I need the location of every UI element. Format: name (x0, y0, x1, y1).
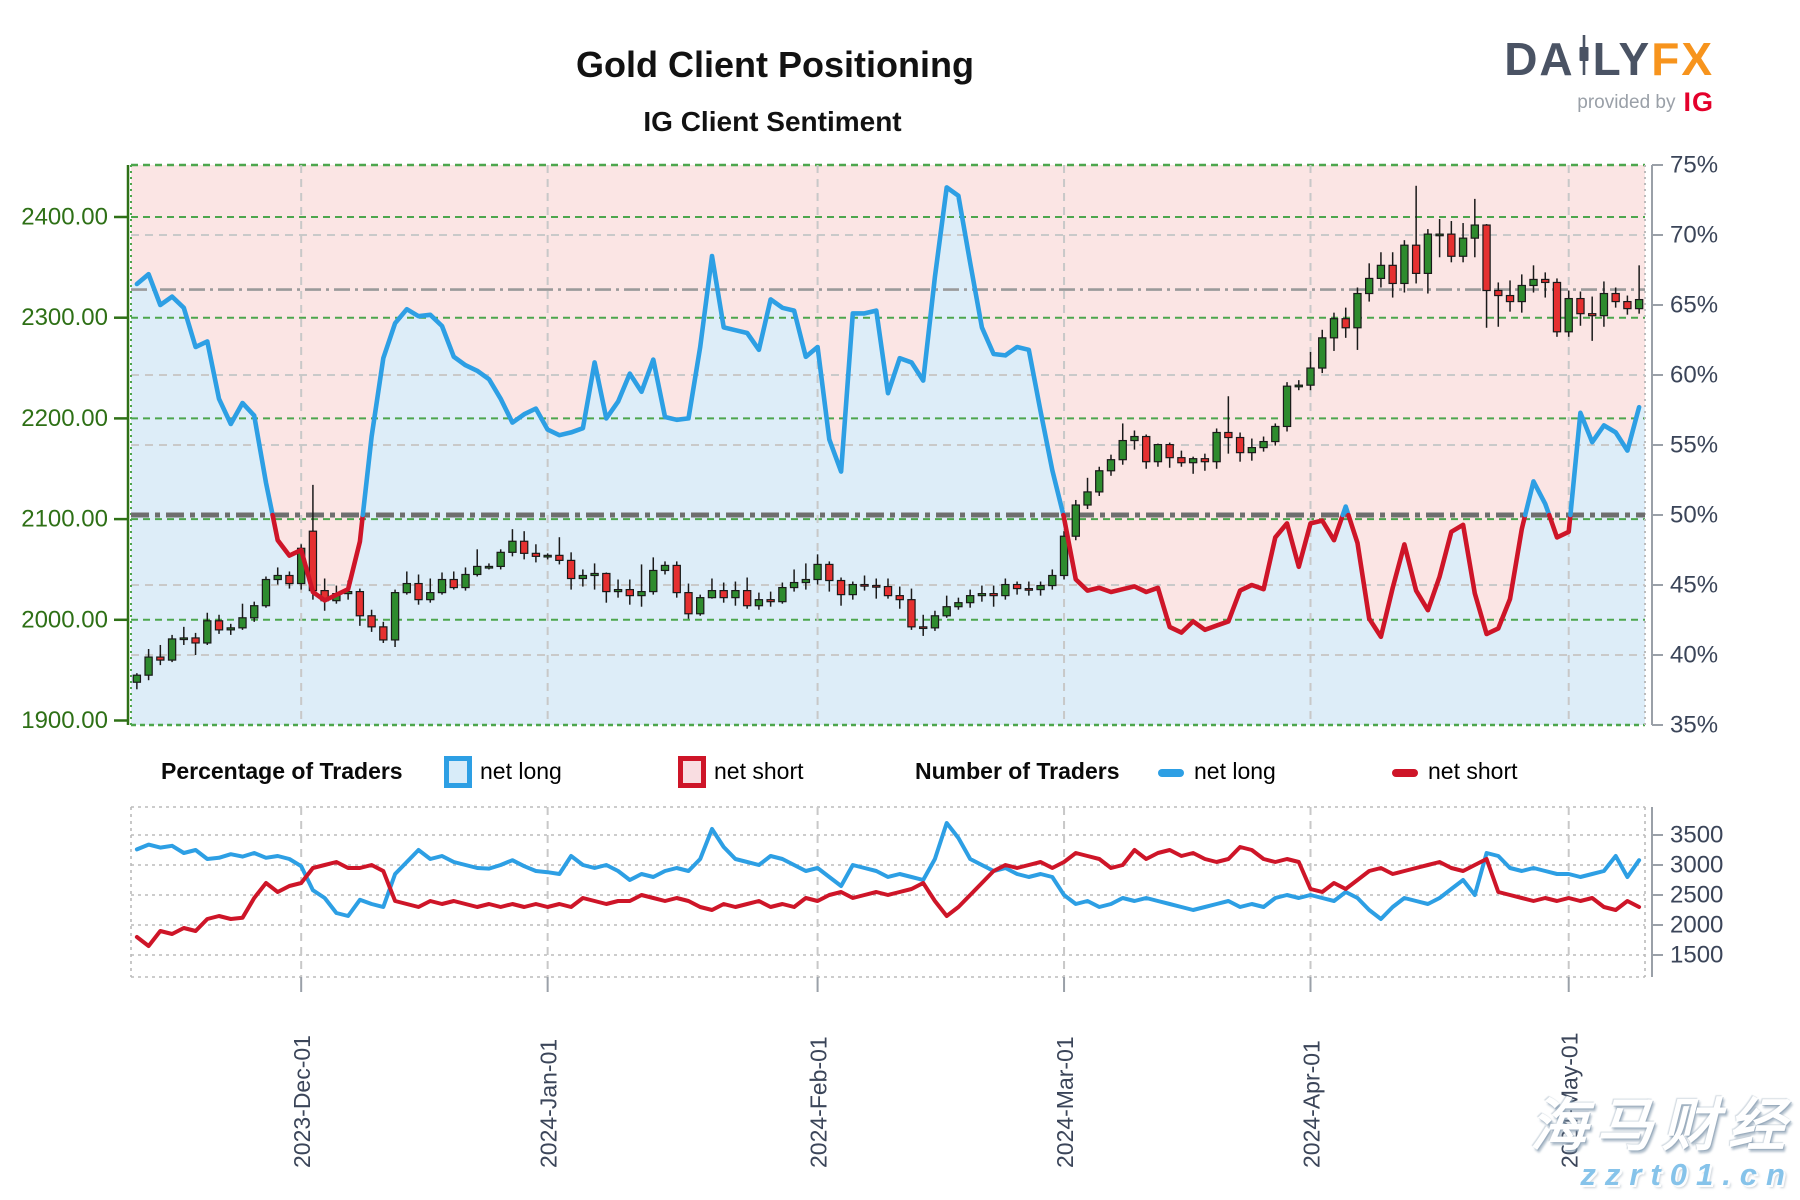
legend-num-net-short-label: net short (1428, 758, 1518, 784)
date-tick-label: 2024-Mar-01 (1052, 1036, 1078, 1168)
price-tick-label: 2200.00 (21, 405, 108, 432)
count-tick-label: 3000 (1670, 852, 1723, 879)
watermark-site: zzrt01.cn (1580, 1157, 1794, 1192)
price-tick-label: 2300.00 (21, 304, 108, 331)
percent-tick-label: 55% (1670, 432, 1718, 459)
date-tick-label: 2024-Feb-01 (806, 1036, 832, 1168)
net-long-pct-segment (1568, 404, 1642, 518)
date-tick-label: 2024-Apr-01 (1299, 1040, 1325, 1168)
logo-candle-icon (1577, 34, 1591, 83)
net-short-pct-segment (1546, 512, 1573, 540)
count-tick-label: 2000 (1670, 912, 1723, 939)
net-long-pct-segment (360, 185, 1066, 518)
logo-text-da: DA (1504, 32, 1575, 85)
net-short-pct-segment (1061, 512, 1346, 635)
date-tick-label: 2024-May-01 (1557, 1032, 1583, 1168)
sentiment-line (134, 185, 1642, 640)
net-long-area-fill (131, 187, 1645, 725)
legend-pct-net-short-label: net short (714, 758, 804, 784)
logo-text-fx: FX (1651, 32, 1714, 85)
legend-line-short-icon (1392, 769, 1418, 777)
date-tick-label: 2024-Jan-01 (536, 1039, 562, 1168)
net-long-pct-segment (1340, 504, 1351, 518)
percent-tick-label: 70% (1670, 222, 1718, 249)
price-candles (132, 185, 1644, 690)
traders-net-long-line (134, 821, 1642, 921)
percent-tick-label: 40% (1670, 642, 1718, 669)
provided-by-text: provided by (1577, 91, 1676, 113)
watermark: 海马财经 zzrt01.cn (1530, 1096, 1794, 1192)
net-long-pct-segment (134, 271, 275, 518)
percent-tick-label: 75% (1670, 152, 1718, 179)
dailyfx-wordmark: DA LY FX (1504, 34, 1714, 83)
price-tick-label: 2100.00 (21, 506, 108, 533)
percent-tick-label: 35% (1670, 712, 1718, 739)
price-axis: 2400.00 2300.00 2200.00 2100.00 2000.00 1900.… (21, 165, 130, 734)
watermark-brand: 海马财经 (1530, 1094, 1794, 1158)
legend-number-of-traders-title: Number of Traders (915, 758, 1120, 784)
main-grid-lines (130, 163, 1646, 727)
percent-tick-label: 50% (1670, 502, 1718, 529)
chart-legend: Percentage of Traders net long net short… (0, 752, 1800, 794)
count-tick-label: 2500 (1670, 882, 1723, 909)
ig-logo: IG (1683, 87, 1714, 117)
chart-subtitle: IG Client Sentiment (643, 106, 902, 137)
net-short-pct-segment (1346, 512, 1528, 640)
count-tick-label: 1500 (1670, 942, 1723, 969)
count-tick-label: 3500 (1670, 822, 1723, 849)
price-tick-label: 2000.00 (21, 606, 108, 633)
count-axis: 3500 3000 2500 2000 1500 (1651, 807, 1723, 977)
price-tick-label: 1900.00 (21, 707, 108, 734)
net-long-pct-segment (1522, 479, 1552, 518)
legend-net-short-swatch-icon (678, 756, 706, 788)
date-axis: 2023-Dec-01 2024-Jan-01 2024-Feb-01 2024-Ma… (289, 977, 1583, 1168)
date-tick-label: 2023-Dec-01 (289, 1035, 315, 1168)
page-title: Gold Client Positioning (576, 44, 974, 85)
legend-net-long-swatch-icon (444, 756, 472, 788)
percent-axis: 75% 70% 65% 60% 55% 50% 45% 40% 35% (1651, 152, 1718, 739)
legend-percentage-of-traders-title: Percentage of Traders (161, 758, 403, 784)
legend-line-long-icon (1158, 769, 1184, 777)
dailyfx-logo: DA LY FX provided by IG (1504, 34, 1714, 118)
traders-count-chart (130, 806, 1646, 978)
percent-tick-label: 45% (1670, 572, 1718, 599)
net-short-pct-segment (270, 512, 366, 603)
logo-text-ly: LY (1592, 32, 1652, 85)
legend-pct-net-long-label: net long (480, 758, 562, 784)
legend-num-net-long-label: net long (1194, 758, 1276, 784)
provided-by-line: provided by IG (1504, 87, 1714, 118)
percent-tick-label: 60% (1670, 362, 1718, 389)
price-tick-label: 2400.00 (21, 204, 108, 231)
percent-tick-label: 65% (1670, 292, 1718, 319)
traders-net-short-line (134, 845, 1642, 948)
